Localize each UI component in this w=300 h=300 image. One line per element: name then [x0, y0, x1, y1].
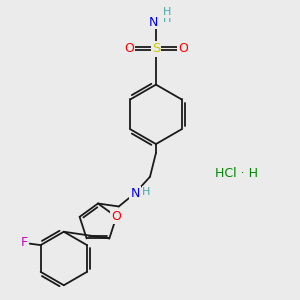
Text: O: O [178, 42, 188, 56]
Text: H: H [163, 14, 171, 24]
Text: N: N [130, 187, 140, 200]
Text: O: O [111, 210, 121, 223]
Text: F: F [21, 236, 28, 249]
Text: N: N [148, 16, 158, 29]
Text: H: H [163, 8, 171, 17]
Text: H: H [142, 187, 151, 196]
Text: S: S [152, 42, 160, 56]
Text: HCl · H: HCl · H [215, 167, 258, 180]
Text: O: O [124, 42, 134, 56]
